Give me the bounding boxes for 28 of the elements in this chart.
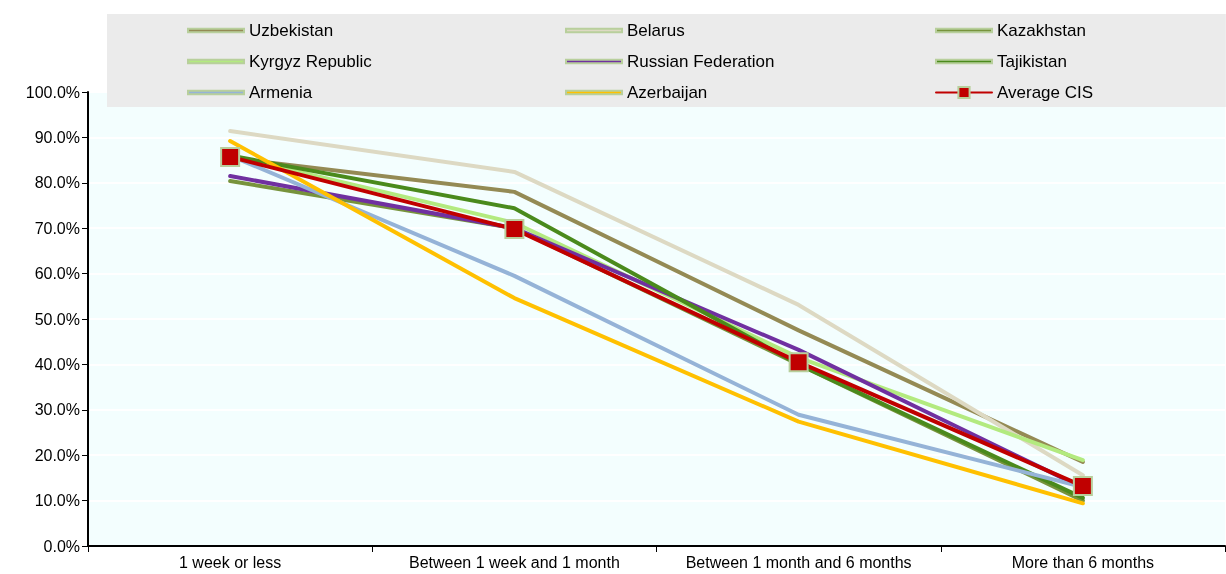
legend-label: Kyrgyz Republic	[249, 52, 373, 71]
x-tick-label: Between 1 month and 6 months	[685, 553, 912, 571]
legend-label: Belarus	[627, 21, 685, 40]
legend-label: Tajikistan	[997, 52, 1067, 71]
point	[504, 219, 525, 240]
x-tick-label: More than 6 months	[1011, 553, 1155, 571]
y-tick-label: 60.0%	[34, 265, 80, 283]
y-tick-label: 20.0%	[34, 446, 80, 464]
point	[788, 352, 809, 373]
legend-label: Azerbaijan	[627, 83, 708, 102]
y-tick-label: 40.0%	[34, 355, 80, 373]
y-tick-label: 30.0%	[34, 401, 80, 419]
point	[1072, 476, 1093, 497]
legend-label: Kazakhstan	[997, 21, 1086, 40]
legend-label: Russian Federation	[627, 52, 775, 71]
y-tick-label: 10.0%	[34, 492, 80, 510]
y-tick-label: 80.0%	[34, 174, 80, 192]
x-tick-label: Between 1 week and 1 month	[408, 553, 620, 571]
legend-label: Average CIS	[997, 83, 1094, 102]
legend-label: Armenia	[249, 83, 313, 102]
y-tick-label: 100.0%	[25, 83, 80, 101]
legend-label: Uzbekistan	[249, 21, 334, 40]
y-tick-label: 70.0%	[34, 219, 80, 237]
x-tick-label: 1 week or less	[178, 553, 282, 571]
y-tick-label: 90.0%	[34, 128, 80, 146]
y-tick-label: 50.0%	[34, 310, 80, 328]
y-tick-label: 0.0%	[43, 537, 80, 555]
point	[220, 146, 241, 167]
